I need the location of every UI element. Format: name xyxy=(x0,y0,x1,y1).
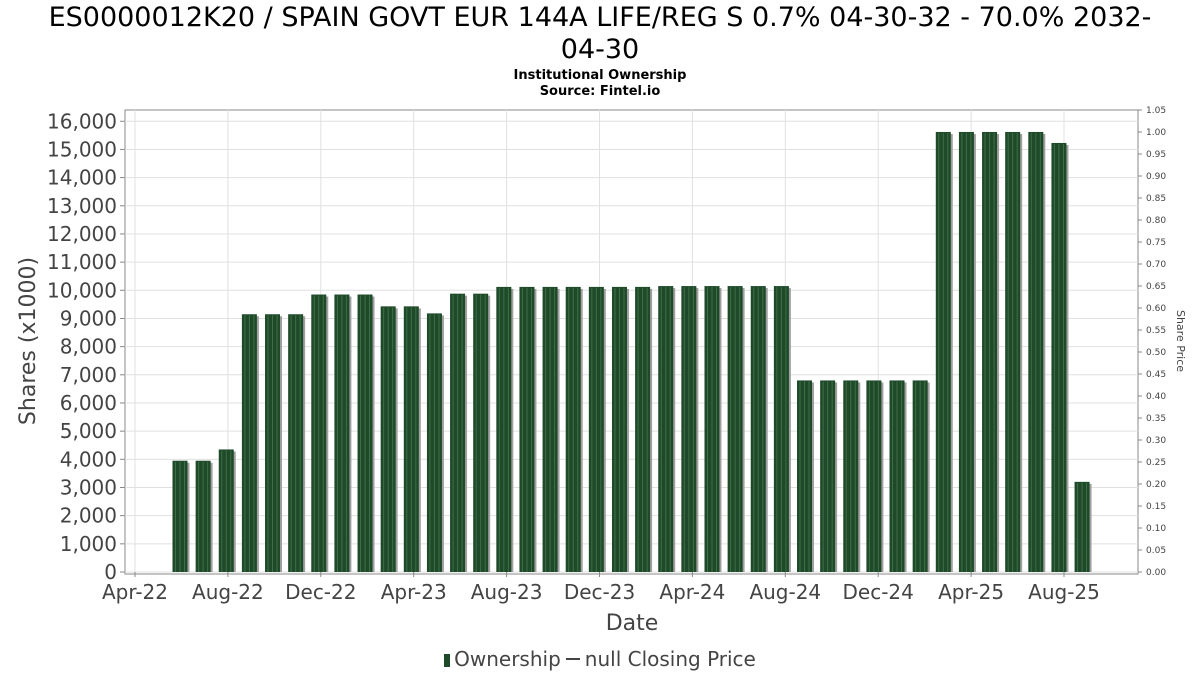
x-tick-label: Apr-25 xyxy=(938,580,1004,604)
chart-subtitle: Institutional Ownership Source: Fintel.i… xyxy=(0,68,1200,100)
chart-legend: Ownership null Closing Price xyxy=(0,647,1200,671)
y-tick-label: 4,000 xyxy=(60,447,117,471)
x-tick-label: Apr-22 xyxy=(102,580,168,604)
y2-tick-label: 0.50 xyxy=(1146,348,1166,358)
y-tick-label: 7,000 xyxy=(60,363,117,387)
y2-axis-ticks: 0.00 0.05 0.10 0.15 0.20 0.25 0.30 0.35 0.40 0.45… xyxy=(1138,106,1166,578)
x-tick-label: Apr-23 xyxy=(381,580,447,604)
y2-tick-label: 0.95 xyxy=(1146,150,1166,160)
y-axis-label: Shares (x1000) xyxy=(16,257,41,425)
y2-axis-label: Share Price xyxy=(1174,310,1187,372)
y2-tick-label: 0.10 xyxy=(1146,524,1166,534)
y-tick-label: 15,000 xyxy=(47,137,117,161)
y2-tick-label: 0.80 xyxy=(1146,216,1166,226)
x-tick-label: Apr-24 xyxy=(659,580,725,604)
y-tick-label: 8,000 xyxy=(60,335,117,359)
y2-tick-label: 0.45 xyxy=(1146,370,1166,380)
y2-tick-label: 0.30 xyxy=(1146,436,1166,446)
x-tick-label: Aug-24 xyxy=(749,580,821,604)
y2-tick-label: 0.55 xyxy=(1146,326,1166,336)
y-tick-label: 16,000 xyxy=(47,109,117,133)
x-tick-label: Aug-23 xyxy=(471,580,543,604)
y-tick-label: 11,000 xyxy=(47,250,117,274)
y2-tick-label: 0.70 xyxy=(1146,260,1166,270)
y2-tick-label: 0.60 xyxy=(1146,304,1166,314)
legend-price-swatch xyxy=(565,658,580,660)
y2-tick-label: 0.25 xyxy=(1146,458,1166,468)
y-tick-label: 2,000 xyxy=(60,504,117,528)
chart-title-line1: ES0000012K20 / SPAIN GOVT EUR 144A LIFE/… xyxy=(48,2,1152,33)
x-tick-label: Dec-23 xyxy=(564,580,635,604)
y-tick-label: 9,000 xyxy=(60,306,117,330)
y2-tick-label: 0.75 xyxy=(1146,238,1166,248)
bar-series-ownership xyxy=(172,131,1092,572)
y-axis-ticks: 0 1,000 2,000 3,000 4,000 5,000 6,000 7,000 8,00… xyxy=(47,109,125,584)
y-tick-label: 1,000 xyxy=(60,532,117,556)
x-tick-label: Aug-25 xyxy=(1028,580,1100,604)
y2-tick-label: 0.40 xyxy=(1146,392,1166,402)
legend-price-label: null Closing Price xyxy=(584,647,756,671)
y2-tick-label: 0.85 xyxy=(1146,194,1166,204)
y-tick-label: 13,000 xyxy=(47,194,117,218)
chart-title-line2: 04-30 xyxy=(560,34,640,65)
legend-ownership-swatch xyxy=(444,654,451,667)
y2-tick-label: 0.05 xyxy=(1146,546,1166,556)
y2-tick-label: 0.35 xyxy=(1146,414,1166,424)
y2-tick-label: 0.90 xyxy=(1146,172,1166,182)
x-tick-label: Aug-22 xyxy=(192,580,264,604)
legend-ownership-label: Ownership xyxy=(454,647,561,671)
y-tick-label: 10,000 xyxy=(47,278,117,302)
y-tick-label: 14,000 xyxy=(47,166,117,190)
y-tick-label: 3,000 xyxy=(60,475,117,499)
subtitle-ownership: Institutional Ownership xyxy=(513,68,687,83)
x-tick-label: Dec-22 xyxy=(285,580,356,604)
y2-tick-label: 0.00 xyxy=(1146,568,1166,578)
x-axis-label: Date xyxy=(606,611,659,636)
y2-tick-label: 0.15 xyxy=(1146,502,1166,512)
y-tick-label: 6,000 xyxy=(60,391,117,415)
y2-tick-label: 0.20 xyxy=(1146,480,1166,490)
y2-tick-label: 0.65 xyxy=(1146,282,1166,292)
subtitle-source: Source: Fintel.io xyxy=(539,84,661,99)
x-tick-label: Dec-24 xyxy=(843,580,914,604)
y-tick-label: 5,000 xyxy=(60,419,117,443)
chart-title: ES0000012K20 / SPAIN GOVT EUR 144A LIFE/… xyxy=(0,2,1200,66)
y-tick-label: 12,000 xyxy=(47,222,117,246)
y2-tick-label: 1.05 xyxy=(1146,106,1166,116)
y-tick-label: 0 xyxy=(104,560,117,584)
x-axis-ticks: Apr-22 Aug-22 Dec-22 Apr-23 Aug-23 Dec-23 Apr-… xyxy=(102,572,1100,604)
y2-tick-label: 1.00 xyxy=(1146,128,1166,138)
